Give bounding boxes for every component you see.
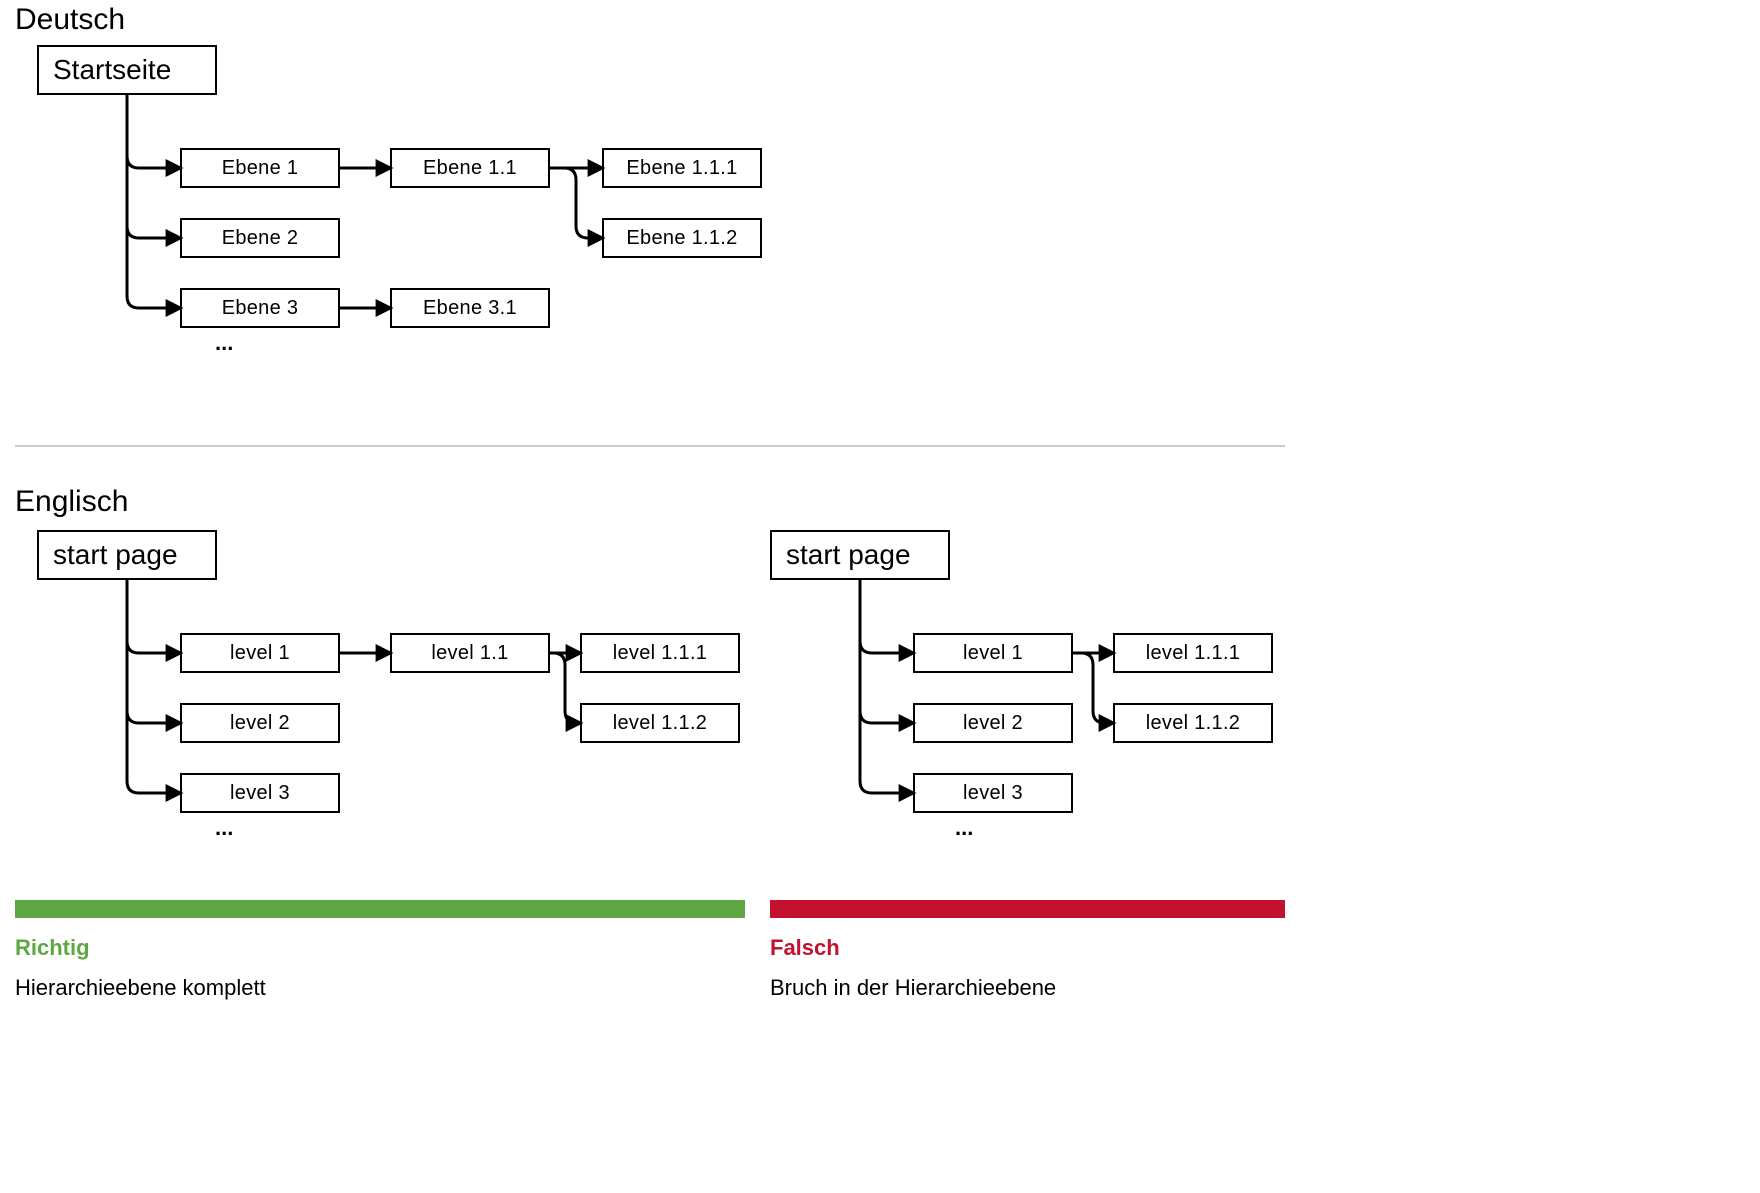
node-de_e31: Ebene 3.1 [390, 288, 550, 328]
node-en_l3_r: level 3 [913, 773, 1073, 813]
status-caption-correct: Hierarchieebene komplett [15, 975, 266, 1001]
node-de_e2: Ebene 2 [180, 218, 340, 258]
section-title-deutsch: Deutsch [15, 3, 125, 37]
node-en_l1_l: level 1 [180, 633, 340, 673]
node-de_e3: Ebene 3 [180, 288, 340, 328]
node-en_l3_l: level 3 [180, 773, 340, 813]
node-en_l2_l: level 2 [180, 703, 340, 743]
node-en_l2_r: level 2 [913, 703, 1073, 743]
status-bar-correct [15, 900, 745, 918]
status-caption-wrong: Bruch in der Hierarchieebene [770, 975, 1056, 1001]
ellipsis-1: ... [215, 815, 233, 841]
node-en_l111_r: level 1.1.1 [1113, 633, 1273, 673]
node-en_l11_l: level 1.1 [390, 633, 550, 673]
node-de_e111: Ebene 1.1.1 [602, 148, 762, 188]
node-de_root: Startseite [37, 45, 217, 95]
node-de_e112: Ebene 1.1.2 [602, 218, 762, 258]
node-en_l112_r: level 1.1.2 [1113, 703, 1273, 743]
node-en_root_r: start page [770, 530, 950, 580]
ellipsis-2: ... [955, 815, 973, 841]
ellipsis-0: ... [215, 330, 233, 356]
status-heading-correct: Richtig [15, 935, 90, 961]
node-de_e1: Ebene 1 [180, 148, 340, 188]
diagram-canvas: Deutsch Englisch Startseite Ebene 1 Ebene … [0, 0, 1760, 1193]
node-en_l1_r: level 1 [913, 633, 1073, 673]
node-de_e11: Ebene 1.1 [390, 148, 550, 188]
node-en_l112_l: level 1.1.2 [580, 703, 740, 743]
section-title-englisch: Englisch [15, 485, 128, 519]
status-heading-wrong: Falsch [770, 935, 840, 961]
status-bar-wrong [770, 900, 1285, 918]
divider-line [15, 445, 1285, 447]
node-en_root_l: start page [37, 530, 217, 580]
node-en_l111_l: level 1.1.1 [580, 633, 740, 673]
